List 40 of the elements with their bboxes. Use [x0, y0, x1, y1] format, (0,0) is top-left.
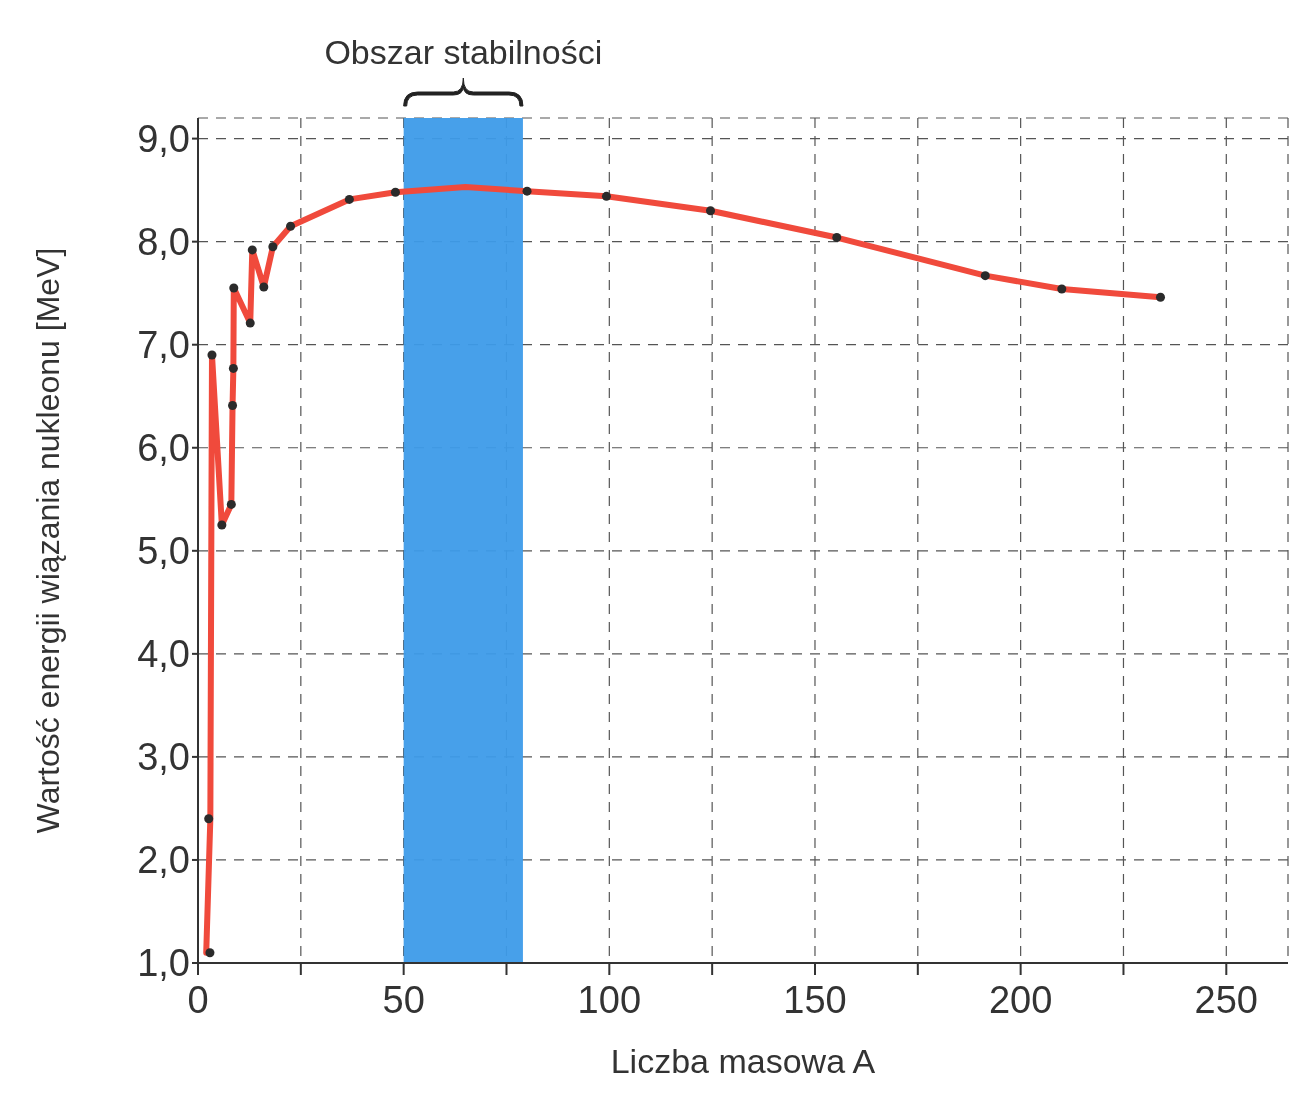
y-tick-label: 7,0 [137, 324, 190, 367]
y-tick-label: 1,0 [137, 942, 190, 985]
y-tick-label: 3,0 [137, 736, 190, 779]
point [832, 233, 842, 243]
point [247, 245, 257, 255]
x-tick-label: 100 [577, 979, 642, 1021]
point [1155, 292, 1165, 302]
point [390, 187, 400, 197]
point [226, 499, 236, 509]
point [980, 271, 990, 281]
point [705, 206, 716, 216]
point [259, 282, 269, 292]
x-tick-label: 50 [382, 979, 425, 1021]
point [229, 283, 239, 293]
point [522, 186, 532, 196]
point [217, 520, 227, 530]
y-tick-label: 5,0 [137, 530, 190, 573]
point [268, 242, 278, 252]
point [228, 363, 238, 373]
point [204, 814, 214, 824]
band-label: Obszar stabilności [324, 33, 603, 71]
x-tick-label: 200 [988, 979, 1053, 1021]
point [344, 194, 354, 204]
point [207, 350, 217, 360]
point [245, 318, 255, 328]
point [205, 948, 215, 958]
y-tick-label: 8,0 [137, 221, 190, 264]
point [286, 221, 296, 231]
y-tick-label: 9,0 [137, 118, 190, 161]
x-axis-title: Liczba masowa A [610, 1042, 876, 1080]
y-tick-label: 4,0 [137, 633, 190, 676]
x-tick-label: 0 [187, 979, 209, 1021]
point [601, 191, 611, 201]
x-tick-label: 250 [1194, 979, 1259, 1021]
point [1057, 284, 1067, 294]
y-axis-title: Wartość energii wiązania nukleonu [MeV] [30, 247, 67, 834]
point [228, 401, 238, 411]
y-tick-label: 2,0 [137, 839, 190, 882]
x-tick-label: 150 [783, 979, 847, 1021]
y-tick-label: 6,0 [137, 427, 190, 470]
